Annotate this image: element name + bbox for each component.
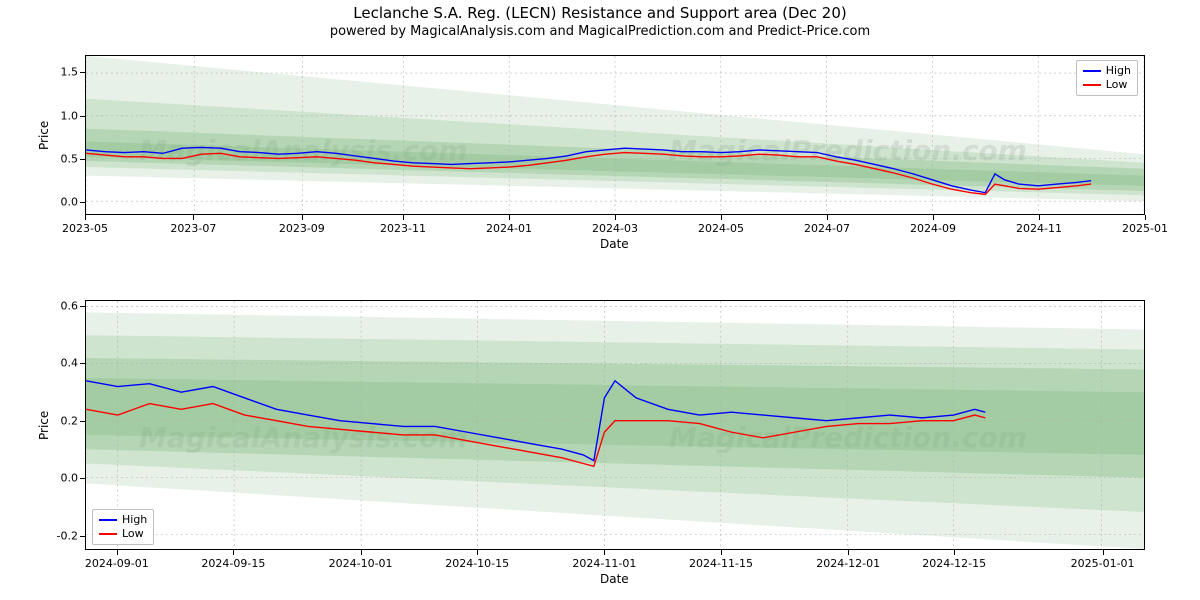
figure: Leclanche S.A. Reg. (LECN) Resistance an… [0, 0, 1200, 600]
x-tick-label: 2025-01 [1122, 222, 1168, 235]
y-tick-label: 0.0 [50, 472, 78, 485]
x-tick-mark [615, 215, 616, 220]
chart-subtitle: powered by MagicalAnalysis.com and Magic… [0, 24, 1200, 39]
y-tick-mark [80, 72, 85, 73]
x-tick-mark [721, 215, 722, 220]
y-tick-label: 0.2 [50, 414, 78, 427]
legend: HighLow [1076, 60, 1138, 96]
legend-item-low: Low [99, 527, 147, 541]
x-tick-mark [233, 550, 234, 555]
legend-swatch-low [1083, 84, 1101, 86]
y-tick-label: 0.5 [50, 152, 78, 165]
x-tick-label: 2024-09-15 [201, 557, 265, 570]
x-tick-mark [827, 215, 828, 220]
y-tick-mark [80, 306, 85, 307]
x-tick-label: 2023-09 [279, 222, 325, 235]
legend-swatch-low [99, 533, 117, 535]
legend: HighLow [92, 509, 154, 545]
top-y-axis-label: Price [37, 121, 51, 150]
top-chart-panel: MagicalAnalysis.comMagicalPrediction.com… [85, 55, 1145, 215]
x-tick-mark [604, 550, 605, 555]
x-tick-label: 2024-01 [486, 222, 532, 235]
legend-item-low: Low [1083, 78, 1131, 92]
x-tick-label: 2024-10-01 [329, 557, 393, 570]
x-tick-mark [1145, 215, 1146, 220]
x-tick-label: 2025-01-01 [1071, 557, 1135, 570]
x-tick-mark [933, 215, 934, 220]
legend-label: Low [1106, 78, 1128, 92]
legend-swatch-high [99, 519, 117, 521]
y-tick-mark [80, 363, 85, 364]
x-tick-label: 2024-07 [804, 222, 850, 235]
bottom-x-axis-label: Date [600, 572, 629, 586]
y-tick-label: -0.2 [50, 529, 78, 542]
x-tick-mark [721, 550, 722, 555]
x-tick-mark [85, 215, 86, 220]
x-tick-label: 2024-11-01 [572, 557, 636, 570]
x-tick-mark [302, 215, 303, 220]
y-tick-mark [80, 202, 85, 203]
x-tick-label: 2023-05 [62, 222, 108, 235]
y-tick-label: 0.0 [50, 196, 78, 209]
y-tick-mark [80, 536, 85, 537]
x-tick-mark [509, 215, 510, 220]
x-tick-mark [1039, 215, 1040, 220]
x-tick-label: 2024-12-15 [922, 557, 986, 570]
bottom-y-axis-label: Price [37, 411, 51, 440]
x-tick-mark [193, 215, 194, 220]
x-tick-label: 2024-05 [698, 222, 744, 235]
legend-swatch-high [1083, 70, 1101, 72]
x-tick-label: 2024-03 [592, 222, 638, 235]
plot-area [86, 301, 1144, 549]
plot-area [86, 56, 1144, 214]
legend-item-high: High [1083, 64, 1131, 78]
x-tick-mark [1103, 550, 1104, 555]
y-tick-label: 0.6 [50, 299, 78, 312]
y-tick-label: 1.5 [50, 66, 78, 79]
x-tick-label: 2024-12-01 [816, 557, 880, 570]
legend-label: Low [122, 527, 144, 541]
x-tick-mark [361, 550, 362, 555]
x-tick-mark [848, 550, 849, 555]
y-tick-mark [80, 159, 85, 160]
y-tick-mark [80, 421, 85, 422]
x-tick-label: 2024-10-15 [445, 557, 509, 570]
chart-title: Leclanche S.A. Reg. (LECN) Resistance an… [0, 4, 1200, 22]
legend-label: High [122, 513, 147, 527]
x-tick-mark [403, 215, 404, 220]
x-tick-mark [117, 550, 118, 555]
y-tick-label: 1.0 [50, 109, 78, 122]
legend-item-high: High [99, 513, 147, 527]
x-tick-label: 2024-11 [1016, 222, 1062, 235]
y-tick-mark [80, 116, 85, 117]
x-tick-label: 2024-09-01 [85, 557, 149, 570]
x-tick-mark [477, 550, 478, 555]
bottom-chart-panel: MagicalAnalysis.comMagicalPrediction.com… [85, 300, 1145, 550]
x-tick-mark [954, 550, 955, 555]
y-tick-label: 0.4 [50, 357, 78, 370]
y-tick-mark [80, 478, 85, 479]
x-tick-label: 2023-07 [170, 222, 216, 235]
x-tick-label: 2024-11-15 [689, 557, 753, 570]
top-x-axis-label: Date [600, 237, 629, 251]
x-tick-label: 2023-11 [380, 222, 426, 235]
x-tick-label: 2024-09 [910, 222, 956, 235]
legend-label: High [1106, 64, 1131, 78]
